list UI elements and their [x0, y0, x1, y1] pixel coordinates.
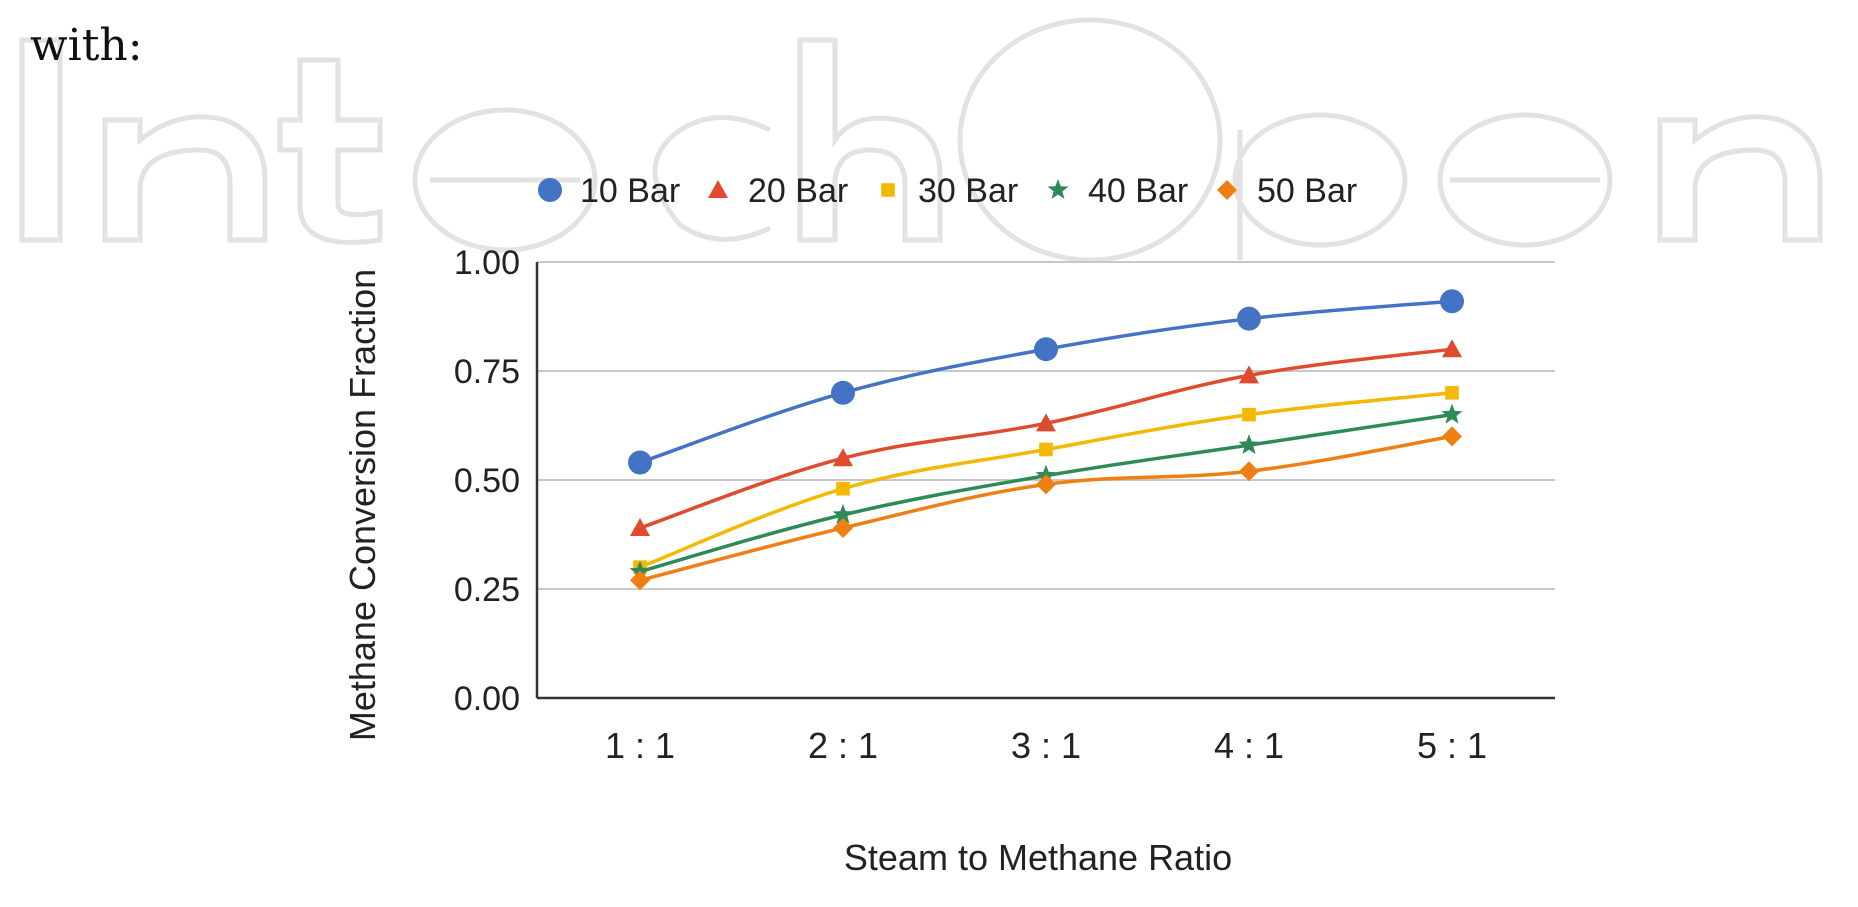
legend-label: 10 Bar: [580, 172, 680, 210]
axes: [535, 262, 1555, 700]
data-point: [628, 450, 652, 475]
data-point: [1036, 474, 1056, 495]
y-tick-label: 0.25: [454, 571, 520, 609]
data-point: [1440, 289, 1464, 314]
legend-marker: [1217, 180, 1237, 200]
y-tick-label: 0.00: [454, 680, 520, 718]
data-point: [833, 517, 853, 538]
x-tick-label: 3 : 1: [1011, 725, 1081, 766]
legend-marker: [538, 178, 562, 202]
data-point: [1442, 426, 1462, 447]
y-tick-label: 1.00: [454, 244, 520, 282]
legend-label: 20 Bar: [748, 172, 848, 210]
data-point: [1238, 434, 1260, 454]
legend-marker: [708, 180, 728, 198]
legend-item: 50 Bar: [1217, 172, 1357, 210]
x-tick-label: 2 : 1: [808, 725, 878, 766]
series-layer: [628, 289, 1464, 591]
legend-label: 30 Bar: [918, 172, 1018, 210]
legend: 10 Bar 20 Bar 30 Bar 40 Bar 50 Bar: [538, 172, 1357, 210]
data-point: [630, 570, 650, 591]
data-point: [1242, 407, 1256, 422]
legend-marker: [881, 183, 895, 197]
data-point: [836, 481, 850, 496]
x-axis-title: Steam to Methane Ratio: [844, 837, 1232, 878]
x-tick-label: 5 : 1: [1417, 725, 1487, 766]
legend-marker: [1047, 179, 1069, 199]
legend-label: 40 Bar: [1088, 172, 1188, 210]
data-point: [1445, 386, 1459, 400]
gridlines: [537, 261, 1555, 590]
x-tick-label: 4 : 1: [1214, 725, 1284, 766]
legend-item: 20 Bar: [708, 172, 848, 210]
series-10-bar: [628, 289, 1464, 475]
y-axis-title: Methane Conversion Fraction: [342, 269, 383, 741]
y-tick-label: 0.75: [454, 353, 520, 391]
x-tick-labels: 1 : 1 2 : 1 3 : 1 4 : 1 5 : 1: [605, 725, 1487, 766]
series-50-bar: [630, 426, 1462, 591]
data-point: [832, 503, 854, 524]
data-point: [1036, 413, 1056, 432]
y-tick-labels: 0.00 0.25 0.50 0.75 1.00: [454, 244, 520, 718]
data-point: [833, 448, 853, 467]
data-point: [630, 517, 650, 536]
series-line: [639, 299, 1453, 465]
data-point: [1239, 461, 1259, 482]
intro-text: with:: [30, 20, 143, 71]
data-point: [831, 380, 855, 405]
data-point: [1034, 337, 1058, 362]
series-20-bar: [630, 339, 1462, 536]
series-line: [639, 347, 1453, 530]
legend-item: 10 Bar: [538, 172, 680, 210]
legend-item: 40 Bar: [1047, 172, 1188, 210]
data-point: [1239, 365, 1259, 384]
legend-label: 50 Bar: [1257, 172, 1357, 210]
data-point: [1039, 442, 1053, 457]
data-point: [1237, 306, 1261, 331]
y-tick-label: 0.50: [454, 462, 520, 500]
series-line: [639, 434, 1453, 582]
x-tick-label: 1 : 1: [605, 725, 675, 766]
data-point: [1442, 339, 1462, 358]
legend-item: 30 Bar: [881, 172, 1018, 210]
series-30-bar: [633, 386, 1459, 574]
data-point: [1441, 403, 1463, 424]
